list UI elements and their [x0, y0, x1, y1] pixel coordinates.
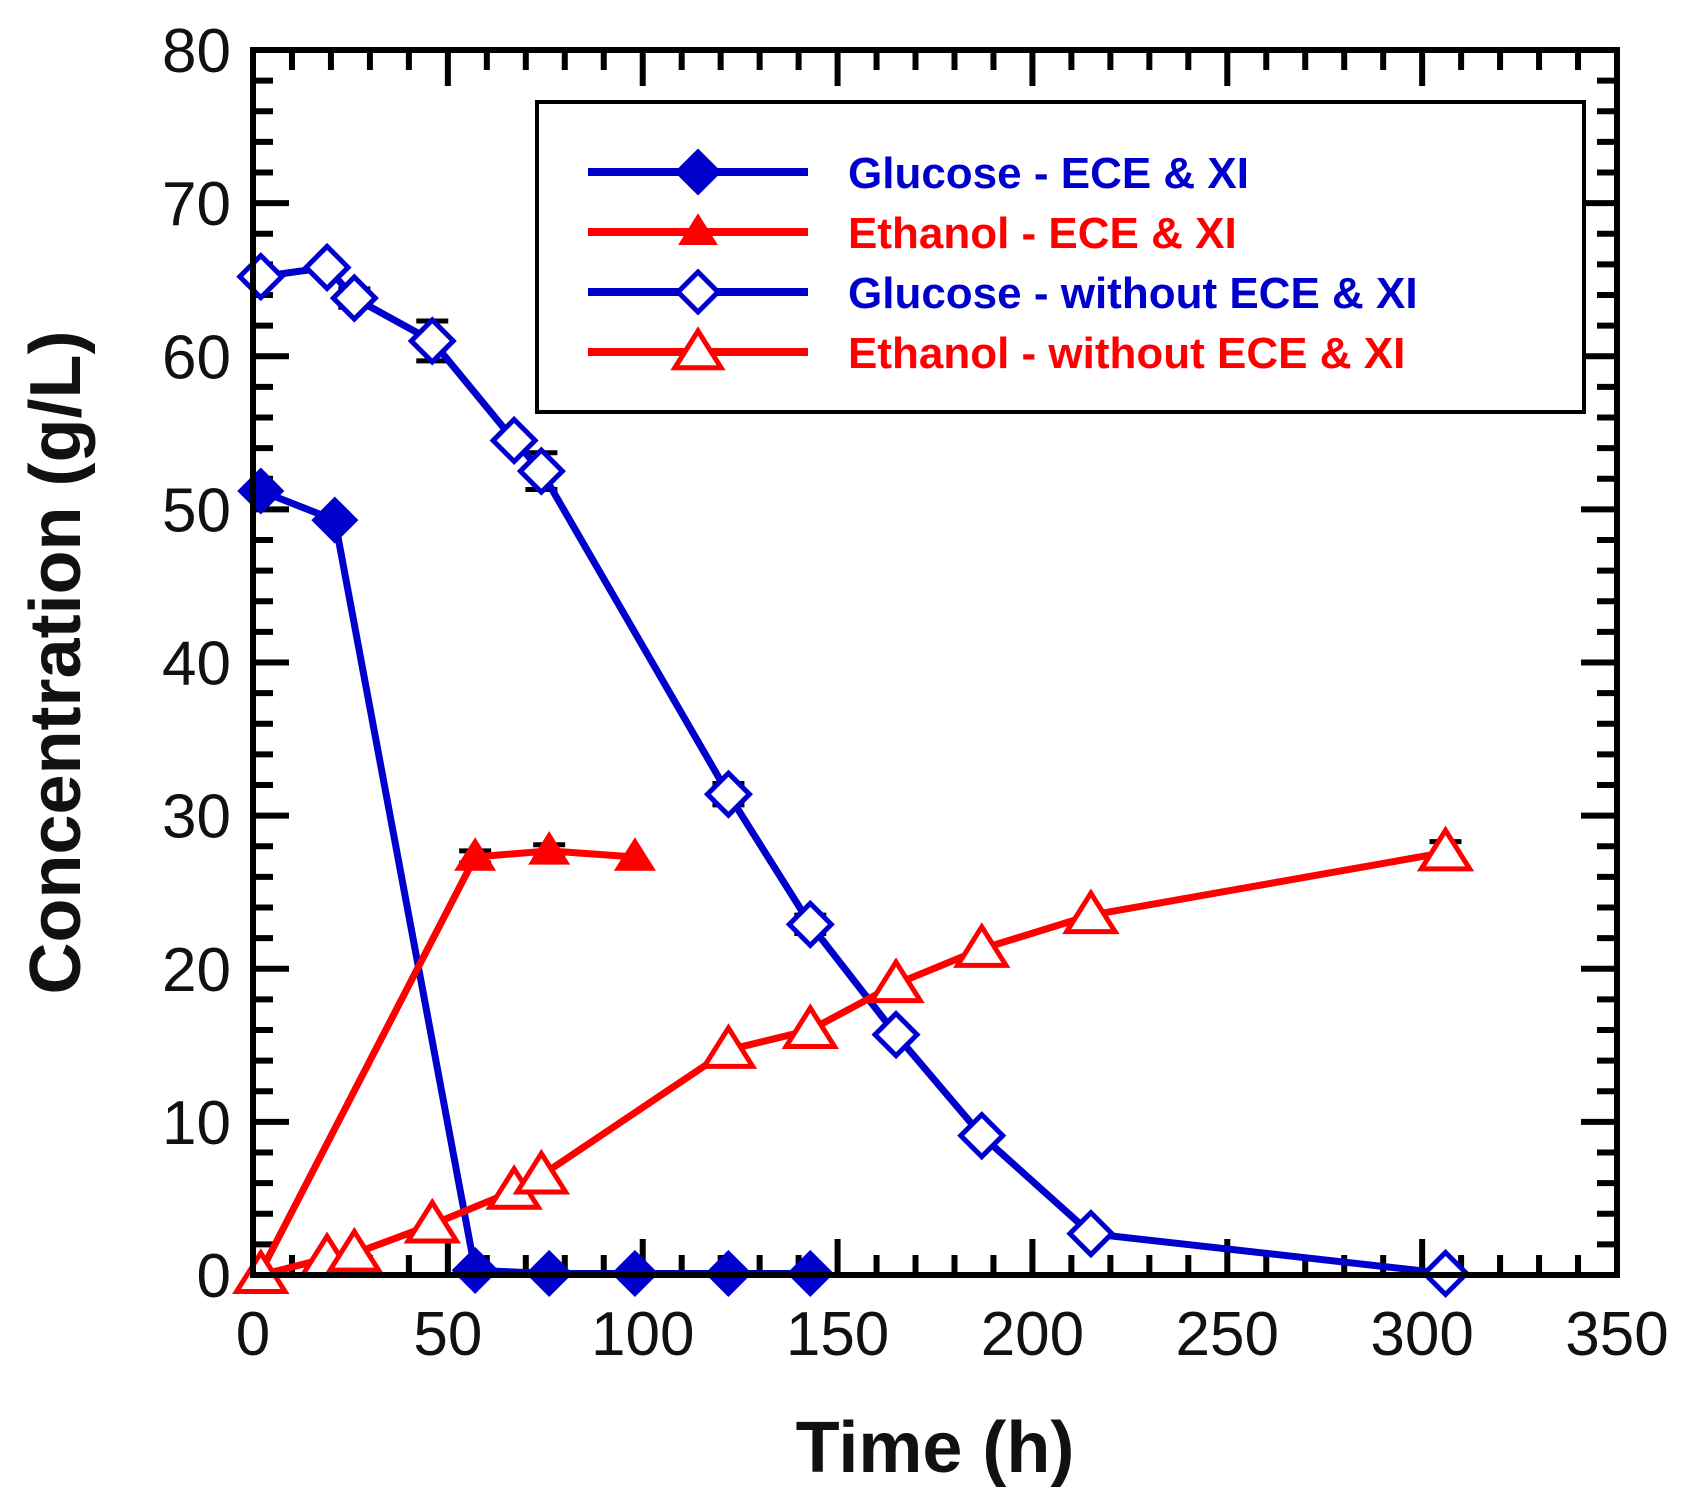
- data-point: [512, 1148, 571, 1195]
- legend-entry: Ethanol - ECE & XI: [588, 209, 1237, 258]
- plot-frame: [250, 47, 1620, 1278]
- data-point: [871, 1010, 921, 1060]
- legend: Glucose - ECE & XI Ethanol - ECE & XI Gluc…: [535, 100, 1586, 414]
- data-point: [781, 1003, 840, 1049]
- legend-label: Glucose - without ECE & XI: [848, 269, 1418, 318]
- x-tick-label: 300: [1370, 1300, 1473, 1369]
- legend-label: Ethanol - without ECE & XI: [848, 329, 1405, 378]
- x-tick-label: 150: [786, 1300, 889, 1369]
- tick-labels: 0 50 100 150 200 250 300 350 0 10 20 30 40 50 60 70 80: [162, 17, 1669, 1369]
- x-tick-label: 50: [413, 1300, 482, 1369]
- data-point: [957, 1111, 1007, 1161]
- data-point: [516, 446, 566, 496]
- legend-entry: Glucose - without ECE & XI: [588, 268, 1418, 318]
- legend-marker: [674, 268, 722, 316]
- data-point: [236, 252, 286, 302]
- data-point: [1066, 1209, 1116, 1259]
- data-point: [237, 467, 285, 515]
- data-point: [451, 1246, 499, 1294]
- legend-marker: [674, 148, 722, 196]
- y-tick-label: 70: [162, 170, 231, 239]
- data-point: [1416, 825, 1475, 872]
- legend-label: Ethanol - ECE & XI: [848, 209, 1237, 258]
- y-axis-title: Concentration (g/L): [16, 331, 96, 995]
- legend-entry: Ethanol - without ECE & XI: [588, 326, 1405, 378]
- series-line: [257, 847, 636, 1274]
- data-point: [311, 496, 359, 544]
- data-point: [528, 831, 571, 865]
- x-tick-label: 250: [1176, 1300, 1279, 1369]
- data-point: [613, 837, 656, 871]
- series-3: [232, 825, 1475, 1294]
- data-point: [953, 922, 1011, 968]
- data-point: [1062, 888, 1120, 935]
- series-line: [260, 263, 1446, 1277]
- y-tick-label: 50: [162, 476, 231, 545]
- y-tick-label: 10: [162, 1089, 231, 1158]
- legend-entry: Glucose - ECE & XI: [588, 148, 1249, 198]
- x-tick-label: 0: [236, 1300, 270, 1369]
- data-point: [329, 273, 379, 323]
- legend-marker: [670, 326, 726, 371]
- series-2: [236, 242, 1471, 1299]
- y-tick-label: 0: [197, 1242, 231, 1311]
- x-tick-label: 200: [981, 1300, 1084, 1369]
- x-tick-label: 350: [1565, 1300, 1668, 1369]
- y-tick-label: 40: [162, 630, 231, 699]
- data-point: [489, 415, 539, 466]
- x-tick-label: 100: [591, 1300, 694, 1369]
- data-point: [703, 769, 753, 819]
- data-point: [785, 899, 835, 949]
- series-line: [259, 487, 811, 1277]
- y-tick-label: 80: [162, 17, 231, 86]
- y-tick-label: 20: [162, 936, 231, 1005]
- x-axis-title: Time (h): [796, 1408, 1075, 1488]
- y-tick-label: 30: [162, 783, 231, 852]
- data-point: [325, 1226, 384, 1273]
- data-point: [302, 242, 352, 292]
- data-point: [454, 837, 497, 871]
- y-tick-label: 60: [162, 323, 231, 392]
- data-point: [867, 957, 925, 1004]
- data-point: [407, 316, 457, 366]
- data-point: [699, 1023, 758, 1069]
- legend-label: Glucose - ECE & XI: [848, 149, 1249, 198]
- data-point: [403, 1197, 461, 1244]
- legend-marker: [678, 213, 718, 245]
